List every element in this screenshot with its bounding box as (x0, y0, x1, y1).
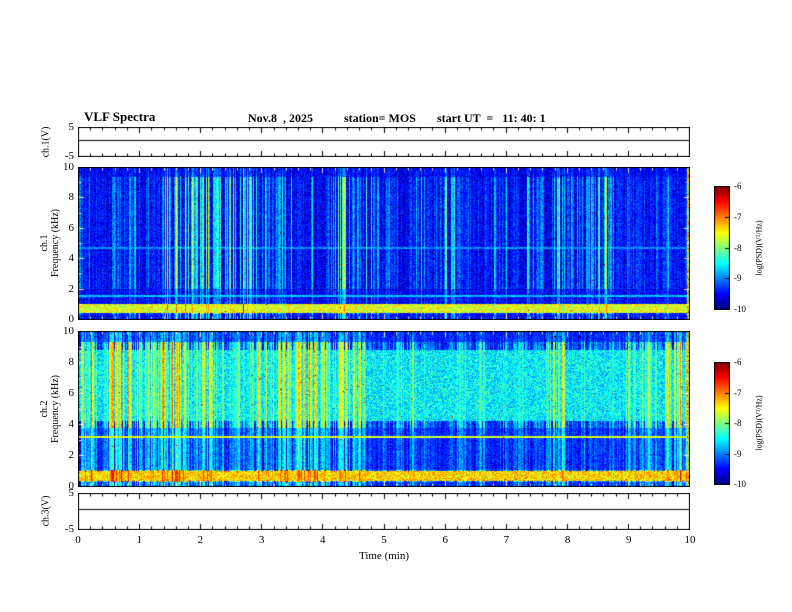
ch2-axis-frequency-label: Frequency (kHz) (50, 374, 61, 444)
x-tick-label: 4 (320, 534, 326, 546)
y-tick-label: 2 (68, 282, 75, 295)
ch2-frequency-axis-label: ch.2 Frequency (kHz) (39, 375, 61, 443)
date-label: Nov.8 , 2025 (248, 111, 314, 125)
colorbar-ch2-canvas (714, 362, 730, 485)
y-tick-label: 10 (63, 325, 74, 337)
ch1-voltage-canvas (78, 127, 690, 157)
colorbar-tick-label: -7 (734, 211, 742, 222)
ch2-spectrogram-canvas (78, 331, 690, 487)
figure-title: VLF Spectra (84, 109, 156, 124)
y-tick-label: 6 (68, 221, 75, 234)
y-tick-label: 5 (68, 121, 75, 133)
ch1-frequency-axis-label: ch.1 Frequency (kHz) (39, 209, 61, 277)
y-tick-label: 8 (68, 191, 75, 204)
colorbar-tick-label: -10 (734, 304, 746, 314)
colorbar-tick-label: -9 (734, 273, 742, 284)
x-tick-label: 7 (503, 534, 510, 546)
x-tick-label: 3 (258, 534, 265, 546)
x-tick-label: 10 (684, 534, 696, 546)
colorbar-tick-label: -10 (734, 479, 746, 489)
x-tick-label: 1 (136, 534, 142, 546)
x-tick-label: 0 (75, 534, 81, 546)
colorbar-tick-label: -6 (734, 357, 742, 367)
y-tick-label: 10 (63, 161, 74, 173)
ch3-voltage-canvas (78, 493, 690, 530)
y-tick-label: -5 (64, 523, 74, 535)
colorbar-tick-label: -9 (734, 448, 742, 459)
ch1-axis-channel-label: ch.1 (39, 234, 50, 252)
y-tick-label: 4 (68, 418, 75, 430)
y-tick-label: -5 (64, 150, 74, 162)
ch1-spectrogram-canvas (78, 167, 690, 320)
y-tick-label: 5 (68, 487, 75, 499)
y-tick-label: 0 (68, 480, 75, 492)
station-label: station= MOS (344, 111, 416, 125)
colorbar-tick-label: -7 (734, 387, 742, 398)
ch1-axis-frequency-label: Frequency (kHz) (50, 208, 61, 278)
x-tick-label: 2 (197, 534, 204, 546)
y-tick-label: 8 (68, 356, 75, 368)
y-tick-label: 2 (68, 449, 75, 461)
x-tick-label: 5 (381, 534, 387, 546)
colorbar-tick-label: -8 (734, 418, 742, 428)
colorbar-tick-label: -8 (734, 242, 742, 253)
x-tick-label: 8 (564, 534, 571, 546)
colorbar-ch1-canvas (714, 186, 730, 310)
y-tick-label: 6 (68, 387, 75, 399)
colorbar-tick-label: -6 (734, 181, 742, 191)
start-ut-label: start UT = 11: 40: 1 (437, 111, 546, 125)
time-axis-label: Time (min) (358, 550, 410, 562)
ch2-axis-channel-label: ch.2 (39, 400, 50, 418)
x-tick-label: 6 (442, 534, 448, 546)
y-tick-label: 4 (68, 252, 75, 265)
y-tick-label: 0 (68, 313, 75, 325)
x-tick-label: 9 (626, 534, 632, 546)
ch3-voltage-axis-label: ch.3(V) (40, 495, 52, 527)
